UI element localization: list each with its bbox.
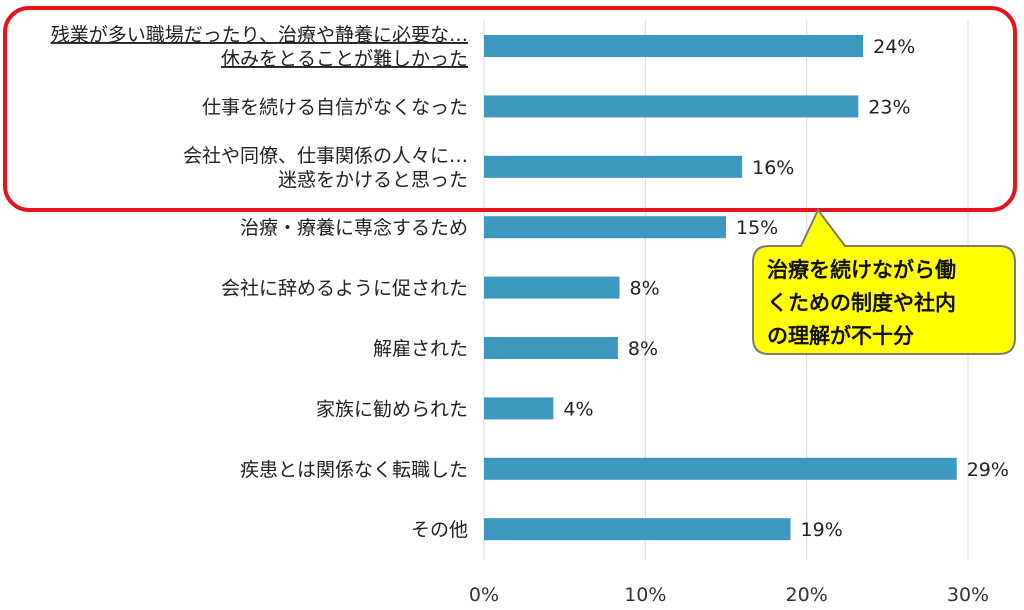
callout: 治療を続けながら働くための制度や社内の理解が不十分 xyxy=(752,208,1016,355)
callout-bubble xyxy=(752,208,1016,355)
callout-text: 治療を続けながら働くための制度や社内の理解が不十分 xyxy=(767,258,956,348)
category-label: 疾患とは関係なく転職した xyxy=(240,459,468,481)
bar-value-label: 16% xyxy=(752,157,794,179)
x-tick-label: 0% xyxy=(469,584,499,606)
bar-value-label: 8% xyxy=(628,338,658,360)
x-tick-label: 20% xyxy=(786,584,828,606)
category-label: 家族に勧められた xyxy=(316,398,468,420)
x-axis-ticks: 0% 10% 20% 30% xyxy=(469,584,989,606)
category-label: 残業が多い職場だったり、治療や静養に必要な…休みをとることが難しかった xyxy=(51,24,468,70)
category-label: 会社に辞めるように促された xyxy=(221,278,468,300)
bar-value-label: 24% xyxy=(873,36,915,58)
bar-value-label: 4% xyxy=(563,398,593,420)
bar-value-label: 19% xyxy=(801,519,843,541)
category-label: 治療・療養に専念するため xyxy=(240,216,468,239)
bars xyxy=(484,35,957,541)
category-label: 解雇された xyxy=(373,338,468,360)
bar xyxy=(484,518,791,541)
bar xyxy=(484,216,726,239)
bar xyxy=(484,155,743,178)
bar xyxy=(484,337,618,359)
bar-value-label: 29% xyxy=(967,459,1009,481)
bar xyxy=(484,35,864,57)
highlight-box xyxy=(3,6,1017,212)
bar-value-label: 23% xyxy=(868,96,910,118)
category-label: 会社や同僚、仕事関係の人々に…迷惑をかけると思った xyxy=(183,145,468,191)
bar xyxy=(484,276,620,299)
category-labels: 残業が多い職場だったり、治療や静養に必要な…休みをとることが難しかった仕事を続け… xyxy=(51,24,468,541)
bar xyxy=(484,95,859,118)
value-labels: 24% 23% 16% 15% 8% 8% 4% 29% 19% xyxy=(563,36,1009,541)
bar xyxy=(484,397,554,420)
bar-value-label: 8% xyxy=(630,278,660,300)
bar-value-label: 15% xyxy=(736,217,778,239)
x-tick-label: 30% xyxy=(947,584,989,606)
x-tick-label: 10% xyxy=(624,584,666,606)
bar xyxy=(484,457,957,480)
category-label: その他 xyxy=(411,519,468,541)
category-label: 仕事を続ける自信がなくなった xyxy=(202,96,468,118)
